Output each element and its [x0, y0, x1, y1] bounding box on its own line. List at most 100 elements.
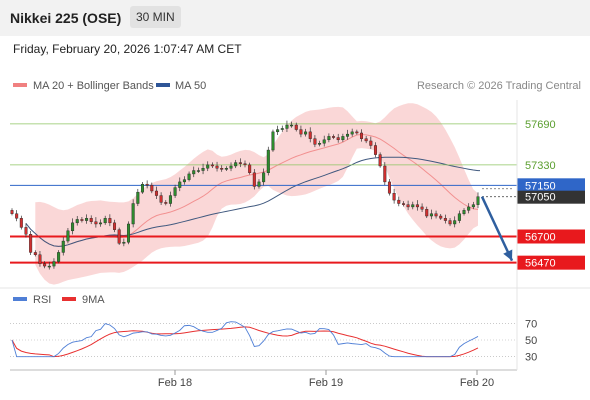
candle-body	[318, 143, 322, 145]
candle-body	[322, 139, 326, 144]
candle-body	[462, 210, 466, 214]
candle-body	[290, 124, 294, 127]
candle-body	[85, 218, 89, 221]
last-price-label: 57050	[525, 192, 556, 204]
candle-body	[52, 261, 56, 267]
candle-body	[276, 129, 280, 133]
ma50-legend-swatch	[156, 83, 170, 87]
candle-body	[210, 164, 214, 167]
candle-body	[448, 220, 452, 225]
candle-body	[257, 181, 261, 187]
candle-body	[80, 219, 84, 221]
candle-body	[15, 213, 19, 219]
candle-body	[10, 210, 14, 214]
support-2-tag	[517, 255, 585, 270]
timeframe-badge[interactable]: 30 MIN	[130, 6, 181, 28]
candle-body	[415, 204, 419, 208]
candle-body	[401, 203, 405, 205]
candle-body	[308, 131, 312, 139]
rsi-ma-line	[11, 326, 479, 358]
rsi-tick-30: 30	[525, 352, 537, 364]
candle-body	[406, 204, 410, 208]
candle-body	[173, 187, 177, 196]
ma20-legend-label: MA 20 + Bollinger Bands	[33, 80, 154, 92]
candle-body	[159, 195, 163, 203]
candle-body	[196, 170, 200, 172]
candle-body	[145, 183, 149, 186]
rsi-tick-70: 70	[525, 318, 537, 330]
last-price-tag	[517, 190, 585, 204]
rsi-line	[11, 321, 479, 358]
candle-body	[29, 234, 33, 253]
x-tick-label: Feb 18	[158, 377, 192, 389]
candle-body	[47, 265, 51, 268]
candle-body	[99, 222, 103, 225]
candle-body	[229, 165, 233, 169]
resistance-2-label: 57690	[525, 119, 556, 131]
candle-body	[373, 145, 377, 155]
candles	[10, 120, 480, 270]
chart-datetime: Friday, February 20, 2026 1:07:47 AM CET	[13, 42, 242, 56]
price-levels	[10, 123, 517, 264]
candle-body	[364, 138, 368, 142]
candle-body	[378, 154, 382, 167]
candle-body	[252, 172, 256, 187]
instrument-title: Nikkei 225 (OSE)	[10, 10, 122, 26]
candle-body	[75, 219, 79, 224]
candle-body	[224, 168, 228, 170]
candle-body	[434, 213, 438, 217]
candle-body	[234, 162, 238, 167]
candle-body	[206, 164, 210, 169]
candle-body	[425, 208, 429, 217]
candle-body	[154, 190, 158, 196]
candle-body	[122, 241, 126, 244]
candle-body	[187, 173, 191, 180]
candle-body	[304, 131, 308, 135]
ma50-legend-label: MA 50	[175, 80, 206, 92]
candle-body	[243, 163, 247, 166]
candle-body	[113, 222, 117, 230]
rsi-tick-50: 50	[525, 335, 537, 347]
candle-body	[476, 196, 480, 205]
candle-body	[327, 136, 331, 141]
candle-body	[19, 218, 23, 228]
chart-header: Nikkei 225 (OSE) 30 MIN	[0, 0, 590, 36]
candle-body	[140, 183, 144, 193]
candle-body	[61, 240, 65, 253]
ma20-legend-swatch	[13, 83, 27, 87]
forecast-arrow	[480, 196, 514, 262]
candle-body	[164, 202, 168, 204]
candle-body	[262, 172, 266, 183]
candle-body	[411, 204, 415, 208]
candle-body	[285, 124, 289, 129]
candle-body	[33, 252, 37, 255]
candle-body	[294, 124, 298, 130]
rsi-ma-legend-label: 9MA	[82, 294, 105, 306]
rsi-legend-swatch	[13, 297, 27, 301]
candle-body	[182, 179, 186, 183]
candle-body	[215, 165, 219, 169]
candle-body	[467, 206, 471, 211]
candle-body	[71, 222, 75, 232]
candle-body	[350, 131, 354, 135]
candle-body	[471, 204, 475, 208]
candle-body	[397, 199, 401, 204]
candle-body	[201, 168, 205, 171]
candle-body	[89, 218, 93, 222]
rsi-panel: 70 50 30	[10, 318, 537, 364]
candle-body	[453, 220, 457, 225]
candle-body	[266, 149, 270, 174]
candle-body	[126, 223, 130, 243]
candle-body	[150, 185, 154, 192]
x-tick-label: Feb 20	[460, 377, 494, 389]
candle-body	[43, 263, 47, 267]
candle-body	[136, 191, 140, 204]
support-1-label: 56700	[525, 232, 556, 244]
candle-body	[420, 206, 424, 210]
candle-body	[271, 131, 275, 151]
pivot-label: 57150	[525, 180, 556, 192]
candle-body	[66, 230, 70, 242]
candle-body	[280, 128, 284, 130]
candle-body	[57, 252, 61, 262]
